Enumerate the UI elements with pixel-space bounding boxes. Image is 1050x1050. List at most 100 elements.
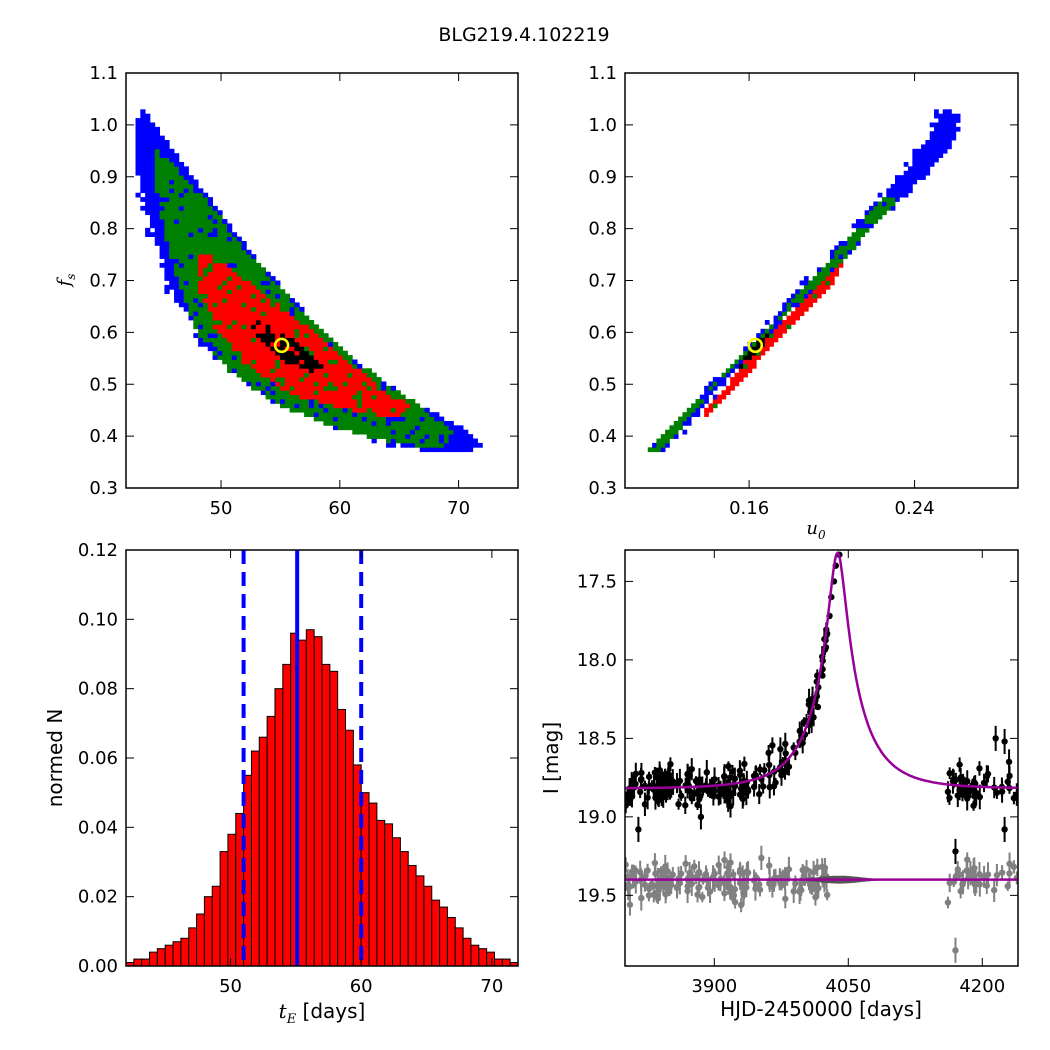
te-fs-cell-inner (333, 394, 339, 400)
te-fs-cell-inner (352, 381, 358, 387)
u0-fs-y-tick-label: 0.9 (588, 167, 617, 188)
te-fs-cell-middle (255, 372, 262, 378)
te-fs-cell-middle (265, 390, 271, 396)
te-fs-cell-inner (390, 412, 397, 417)
te-fs-cell-middle (183, 284, 189, 290)
te-fs-cell-middle (169, 161, 175, 167)
te-fs-cell-inner (347, 368, 353, 374)
te-fs-cell-middle (289, 403, 295, 409)
te-fs-cell-inner (202, 262, 209, 268)
te-fs-cell-middle (347, 355, 353, 360)
u0-fs-cell-outer (886, 188, 892, 194)
u0-fs-cell-outer (934, 157, 939, 163)
te-fs-cell-middle (265, 284, 271, 290)
te-fs-cell-inner (255, 341, 262, 347)
te-fs-cell-inner (260, 363, 266, 369)
histogram-bar (180, 937, 190, 966)
te-fs-cell-middle (227, 254, 233, 259)
te-fs-cell-middle (159, 201, 165, 207)
te-fs-cell-middle (241, 302, 247, 308)
te-fs-cell-middle (275, 284, 281, 290)
te-fs-cell-middle (198, 240, 204, 246)
te-fs-cell-middle (193, 276, 199, 281)
te-fs-cell-inner (284, 381, 291, 387)
te-fs-cell-middle (241, 276, 247, 281)
te-fs-cell-middle (178, 183, 185, 189)
te-fs-cell-inner (280, 324, 286, 330)
u0-fs-cell-middle (665, 434, 670, 439)
te-fs-cell-inner (371, 381, 377, 387)
te-fs-cell-core (284, 350, 291, 356)
te-fs-cell-inner (251, 320, 257, 325)
residual-point (645, 885, 653, 893)
te-fs-cell-middle (246, 363, 252, 369)
u0-fs-cell-middle (873, 214, 879, 220)
te-fs-cell-outer (342, 407, 348, 413)
u0-fs-cell-outer (699, 403, 705, 409)
u0-fs-cell-inner (786, 315, 792, 321)
te-fs-cell-middle (222, 346, 228, 352)
te-fs-cell-inner (381, 390, 387, 396)
te-fs-cell-middle (222, 355, 228, 360)
te-fs-y-tick-label: 0.6 (89, 322, 118, 343)
te-fs-cell-middle (207, 236, 213, 242)
te-fs-cell-core (260, 337, 266, 343)
u0-fs-cell-outer (769, 328, 774, 334)
te-fs-cell-middle (424, 420, 430, 426)
te-fs-cell-middle (260, 311, 266, 317)
te-fs-cell-outer (174, 276, 180, 281)
u0-fs-cell-middle (678, 416, 683, 422)
te-fs-cell-outer (135, 122, 141, 128)
te-fs-cell-outer (313, 412, 319, 417)
te-fs-cell-outer (145, 144, 151, 150)
te-fs-cell-outer (207, 346, 213, 352)
te-fs-cell-outer (357, 363, 363, 369)
te-fs-cell-inner (202, 254, 209, 259)
te-fs-cell-middle (275, 289, 281, 295)
te-fs-cell-middle (251, 372, 257, 378)
te-fs-cell-inner (275, 315, 281, 321)
te-fs-cell-inner (366, 403, 372, 409)
te-fs-cell-inner (255, 298, 262, 303)
u0-fs-cell-outer (938, 144, 944, 150)
te-fs-cell-middle (304, 412, 310, 417)
x-axis-label-u0: u0 (806, 518, 826, 542)
te-fs-cell-outer (149, 126, 156, 132)
u0-fs-cell-middle (673, 420, 679, 426)
te-fs-cell-middle (198, 197, 204, 202)
te-fs-cell-middle (284, 390, 291, 396)
u0-fs-cell-middle (838, 258, 844, 264)
hist-y-tick-label: 0.00 (78, 956, 118, 977)
te-fs-cell-outer (414, 425, 421, 431)
te-fs-cell-outer (145, 118, 151, 123)
u0-fs-cell-middle (743, 350, 748, 356)
u0-fs-cell-middle (851, 240, 857, 246)
te-fs-cell-middle (227, 324, 233, 330)
te-fs-cell-core (299, 350, 305, 356)
hist-y-tick-label: 0.12 (78, 540, 118, 561)
te-fs-cell-inner (400, 403, 406, 409)
te-fs-cell-inner (227, 271, 233, 277)
te-fs-cell-inner (337, 377, 344, 382)
te-fs-cell-inner (313, 385, 319, 391)
u0-fs-cell-middle (842, 254, 848, 259)
te-fs-cell-inner (227, 302, 233, 308)
te-fs-cell-outer (174, 219, 180, 224)
te-fs-cell-inner (207, 284, 213, 290)
te-fs-cell-middle (164, 201, 170, 207)
te-fs-cell-middle (361, 368, 368, 374)
u0-fs-cell-inner (808, 293, 813, 299)
te-fs-cell-middle (174, 210, 180, 216)
te-fs-cell-inner (361, 407, 368, 413)
te-fs-cell-middle (429, 425, 435, 431)
te-fs-cell-middle (333, 341, 339, 347)
u0-fs-cell-core (756, 341, 761, 347)
te-fs-cell-middle (178, 280, 185, 286)
te-fs-cell-inner (217, 311, 223, 317)
te-fs-cell-inner (231, 311, 238, 317)
te-fs-cell-inner (265, 346, 271, 352)
te-fs-cell-inner (265, 306, 271, 312)
te-fs-cell-middle (251, 359, 257, 365)
te-fs-cell-inner (328, 355, 334, 360)
te-fs-cell-outer (149, 157, 156, 163)
